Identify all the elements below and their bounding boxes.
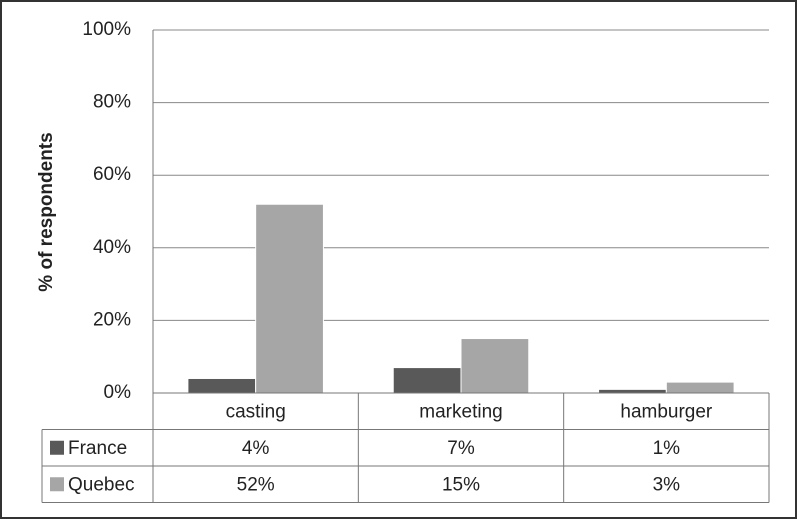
table-value: 15% (442, 474, 480, 495)
bar (598, 388, 667, 394)
bar (392, 367, 462, 394)
legend-swatch (50, 440, 64, 455)
legend-label: France (68, 438, 127, 459)
table-value: 1% (653, 438, 681, 459)
y-tick-label: 60% (93, 164, 131, 185)
legend-label: Quebec (68, 474, 135, 495)
y-tick-label: 0% (104, 382, 132, 403)
x-tick-label: marketing (419, 401, 502, 422)
bar (187, 377, 257, 394)
bar (460, 338, 530, 394)
y-axis-label: % of respondents (36, 132, 57, 291)
table-value: 7% (447, 438, 475, 459)
y-tick-label: 20% (93, 309, 131, 330)
y-tick-label: 100% (82, 19, 131, 40)
x-tick-label: hamburger (620, 401, 713, 422)
y-tick-label: 80% (93, 92, 131, 113)
y-tick-label: 40% (93, 237, 131, 258)
table-value: 52% (237, 474, 275, 495)
table-value: 4% (242, 438, 270, 459)
bar (255, 203, 324, 394)
table-value: 3% (653, 474, 681, 495)
legend-swatch (50, 477, 64, 492)
x-tick-label: casting (226, 401, 286, 422)
bar (665, 381, 735, 394)
